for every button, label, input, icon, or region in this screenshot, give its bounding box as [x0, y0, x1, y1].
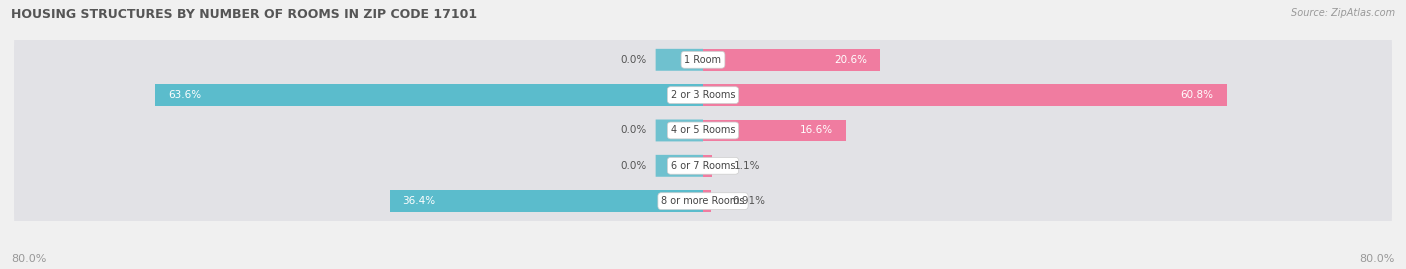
Text: 0.0%: 0.0% [621, 125, 647, 136]
Text: 1 Room: 1 Room [685, 55, 721, 65]
FancyBboxPatch shape [14, 12, 1392, 108]
Bar [703, 190, 711, 212]
Text: 0.0%: 0.0% [621, 161, 647, 171]
Bar [703, 155, 713, 177]
Text: 4 or 5 Rooms: 4 or 5 Rooms [671, 125, 735, 136]
FancyBboxPatch shape [14, 118, 1392, 214]
Text: 1.1%: 1.1% [734, 161, 761, 171]
Text: 36.4%: 36.4% [402, 196, 436, 206]
Bar [703, 84, 1226, 106]
Text: 80.0%: 80.0% [11, 254, 46, 264]
Bar [703, 119, 846, 141]
Text: 2 or 3 Rooms: 2 or 3 Rooms [671, 90, 735, 100]
FancyBboxPatch shape [14, 47, 1392, 143]
Bar [389, 190, 703, 212]
FancyBboxPatch shape [655, 155, 703, 177]
Text: Source: ZipAtlas.com: Source: ZipAtlas.com [1291, 8, 1395, 18]
Text: 8 or more Rooms: 8 or more Rooms [661, 196, 745, 206]
Text: 0.91%: 0.91% [733, 196, 765, 206]
FancyBboxPatch shape [655, 119, 703, 141]
Text: 16.6%: 16.6% [800, 125, 832, 136]
Text: 0.0%: 0.0% [621, 55, 647, 65]
FancyBboxPatch shape [14, 83, 1392, 178]
FancyBboxPatch shape [14, 153, 1392, 249]
FancyBboxPatch shape [655, 49, 703, 71]
Text: 20.6%: 20.6% [835, 55, 868, 65]
Text: 63.6%: 63.6% [169, 90, 201, 100]
Bar [703, 49, 880, 71]
Text: 80.0%: 80.0% [1360, 254, 1395, 264]
Text: 60.8%: 60.8% [1181, 90, 1213, 100]
Text: HOUSING STRUCTURES BY NUMBER OF ROOMS IN ZIP CODE 17101: HOUSING STRUCTURES BY NUMBER OF ROOMS IN… [11, 8, 478, 21]
Text: 6 or 7 Rooms: 6 or 7 Rooms [671, 161, 735, 171]
Bar [155, 84, 703, 106]
